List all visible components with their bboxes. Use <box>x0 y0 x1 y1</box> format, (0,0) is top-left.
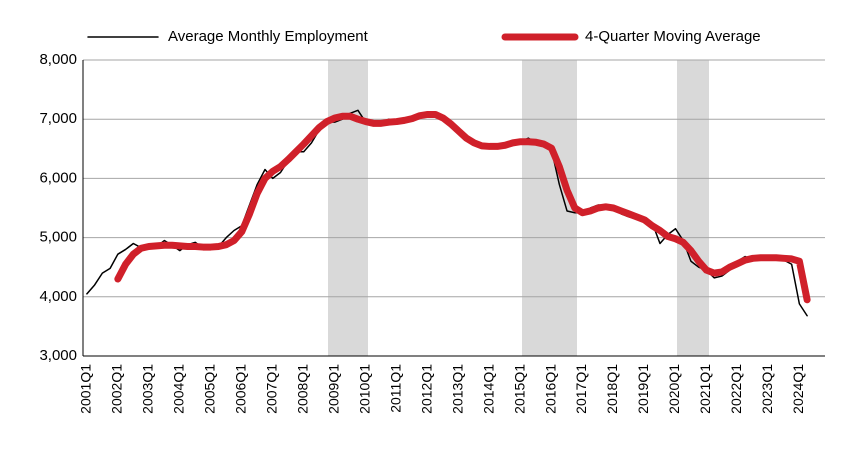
y-tick-label: 7,000 <box>39 110 77 127</box>
x-tick-label: 2016Q1 <box>542 364 558 414</box>
x-tick-label: 2007Q1 <box>263 364 279 414</box>
legend-label: Average Monthly Employment <box>168 28 369 45</box>
x-tick-label: 2024Q1 <box>790 364 806 414</box>
legend-label: 4-Quarter Moving Average <box>585 28 761 45</box>
x-tick-label: 2017Q1 <box>573 364 589 414</box>
x-tick-label: 2002Q1 <box>109 364 125 414</box>
x-tick-label: 2022Q1 <box>728 364 744 414</box>
y-tick-label: 5,000 <box>39 229 77 246</box>
x-tick-label: 2019Q1 <box>635 364 651 414</box>
y-tick-label: 8,000 <box>39 51 77 68</box>
y-tick-label: 6,000 <box>39 169 77 186</box>
x-tick-label: 2009Q1 <box>325 364 341 414</box>
x-tick-label: 2005Q1 <box>201 364 217 414</box>
x-tick-label: 2020Q1 <box>666 364 682 414</box>
x-tick-label: 2006Q1 <box>232 364 248 414</box>
x-tick-label: 2018Q1 <box>604 364 620 414</box>
x-tick-label: 2012Q1 <box>418 364 434 414</box>
x-tick-label: 2013Q1 <box>449 364 465 414</box>
x-tick-label: 2004Q1 <box>171 364 187 414</box>
x-tick-label: 2001Q1 <box>78 364 94 414</box>
x-tick-label: 2015Q1 <box>511 364 527 414</box>
shaded-period <box>328 60 368 356</box>
shaded-period <box>677 60 709 356</box>
shaded-period <box>522 60 577 356</box>
series-line <box>114 110 811 304</box>
x-tick-label: 2008Q1 <box>294 364 310 414</box>
x-tick-label: 2014Q1 <box>480 364 496 414</box>
x-tick-label: 2003Q1 <box>140 364 156 414</box>
x-tick-label: 2010Q1 <box>356 364 372 414</box>
x-tick-label: 2011Q1 <box>387 364 403 413</box>
y-tick-label: 4,000 <box>39 288 77 305</box>
x-tick-label: 2023Q1 <box>759 364 775 414</box>
y-tick-label: 3,000 <box>39 347 77 364</box>
x-tick-label: 2021Q1 <box>697 364 713 414</box>
